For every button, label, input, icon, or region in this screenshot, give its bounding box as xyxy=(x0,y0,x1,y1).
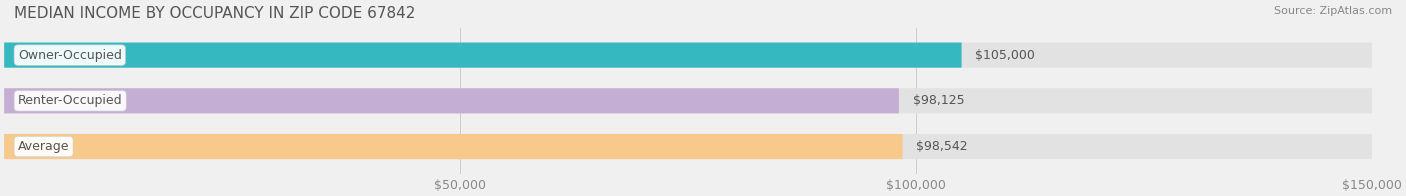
Text: Renter-Occupied: Renter-Occupied xyxy=(18,94,122,107)
FancyBboxPatch shape xyxy=(4,134,903,159)
FancyBboxPatch shape xyxy=(4,88,1372,113)
Text: $105,000: $105,000 xyxy=(976,49,1035,62)
FancyBboxPatch shape xyxy=(4,134,1372,159)
Text: $98,542: $98,542 xyxy=(917,140,967,153)
Text: Owner-Occupied: Owner-Occupied xyxy=(18,49,122,62)
Text: Source: ZipAtlas.com: Source: ZipAtlas.com xyxy=(1274,6,1392,16)
Text: $98,125: $98,125 xyxy=(912,94,965,107)
FancyBboxPatch shape xyxy=(4,43,962,68)
Text: Average: Average xyxy=(18,140,69,153)
FancyBboxPatch shape xyxy=(4,43,1372,68)
Text: MEDIAN INCOME BY OCCUPANCY IN ZIP CODE 67842: MEDIAN INCOME BY OCCUPANCY IN ZIP CODE 6… xyxy=(14,6,415,21)
FancyBboxPatch shape xyxy=(4,88,898,113)
